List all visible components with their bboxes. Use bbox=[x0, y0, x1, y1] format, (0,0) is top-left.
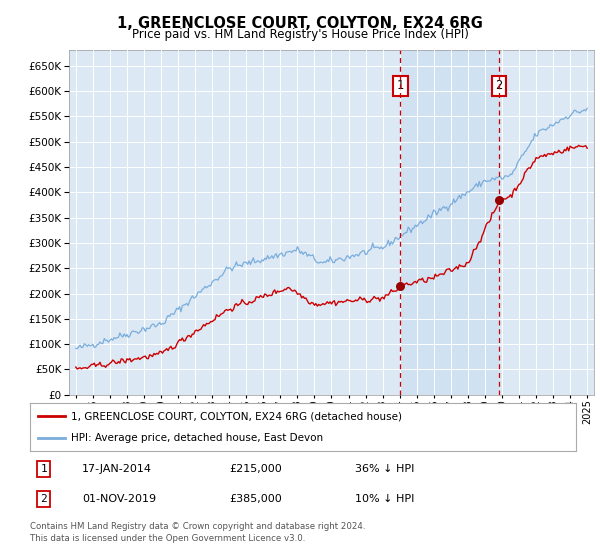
Text: 1: 1 bbox=[397, 80, 404, 92]
Text: Price paid vs. HM Land Registry's House Price Index (HPI): Price paid vs. HM Land Registry's House … bbox=[131, 28, 469, 41]
Text: 1, GREENCLOSE COURT, COLYTON, EX24 6RG: 1, GREENCLOSE COURT, COLYTON, EX24 6RG bbox=[117, 16, 483, 31]
Text: 01-NOV-2019: 01-NOV-2019 bbox=[82, 494, 156, 504]
Text: Contains HM Land Registry data © Crown copyright and database right 2024.: Contains HM Land Registry data © Crown c… bbox=[30, 522, 365, 531]
Text: £215,000: £215,000 bbox=[229, 464, 282, 474]
Text: 10% ↓ HPI: 10% ↓ HPI bbox=[355, 494, 414, 504]
Text: £385,000: £385,000 bbox=[229, 494, 282, 504]
Text: HPI: Average price, detached house, East Devon: HPI: Average price, detached house, East… bbox=[71, 433, 323, 443]
Text: This data is licensed under the Open Government Licence v3.0.: This data is licensed under the Open Gov… bbox=[30, 534, 305, 543]
Text: 36% ↓ HPI: 36% ↓ HPI bbox=[355, 464, 414, 474]
Text: 1: 1 bbox=[40, 464, 47, 474]
Text: 2: 2 bbox=[496, 80, 503, 92]
Bar bbox=[400, 50, 499, 395]
Text: 1, GREENCLOSE COURT, COLYTON, EX24 6RG (detached house): 1, GREENCLOSE COURT, COLYTON, EX24 6RG (… bbox=[71, 411, 402, 421]
Text: 2: 2 bbox=[40, 494, 47, 504]
Text: 17-JAN-2014: 17-JAN-2014 bbox=[82, 464, 152, 474]
